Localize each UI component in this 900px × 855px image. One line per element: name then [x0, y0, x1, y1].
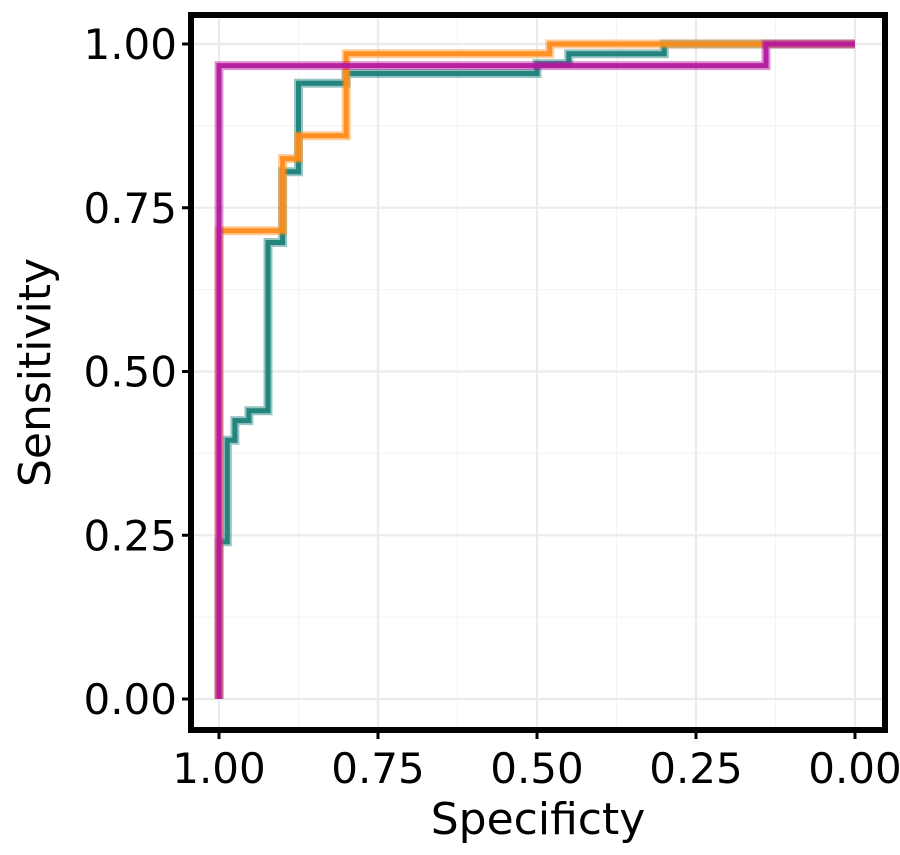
y-tick-label: 0.25: [83, 511, 177, 560]
roc-curve-2: [216, 41, 855, 699]
y-tick-label: 0.00: [83, 675, 177, 724]
x-axis-title: Specificty: [431, 794, 646, 845]
x-tick-label: 0.25: [649, 744, 743, 793]
y-tick-label: 0.75: [83, 184, 177, 233]
roc-curves: [214, 39, 855, 699]
roc-curve-3: [216, 41, 855, 699]
x-tick-label: 1.00: [172, 744, 266, 793]
y-axis-title: Sensitivity: [10, 258, 61, 487]
x-tick-label: 0.75: [331, 744, 425, 793]
x-tick-label: 0.50: [490, 744, 584, 793]
axis-ticks: 0.00 0.25 0.50 0.75 1.00 1.00 0.75 0.50 0.25 0.00: [83, 20, 900, 793]
x-tick-label: 0.00: [808, 744, 900, 793]
y-tick-label: 1.00: [83, 20, 177, 69]
y-tick-label: 0.50: [83, 348, 177, 397]
grid: [191, 15, 885, 730]
